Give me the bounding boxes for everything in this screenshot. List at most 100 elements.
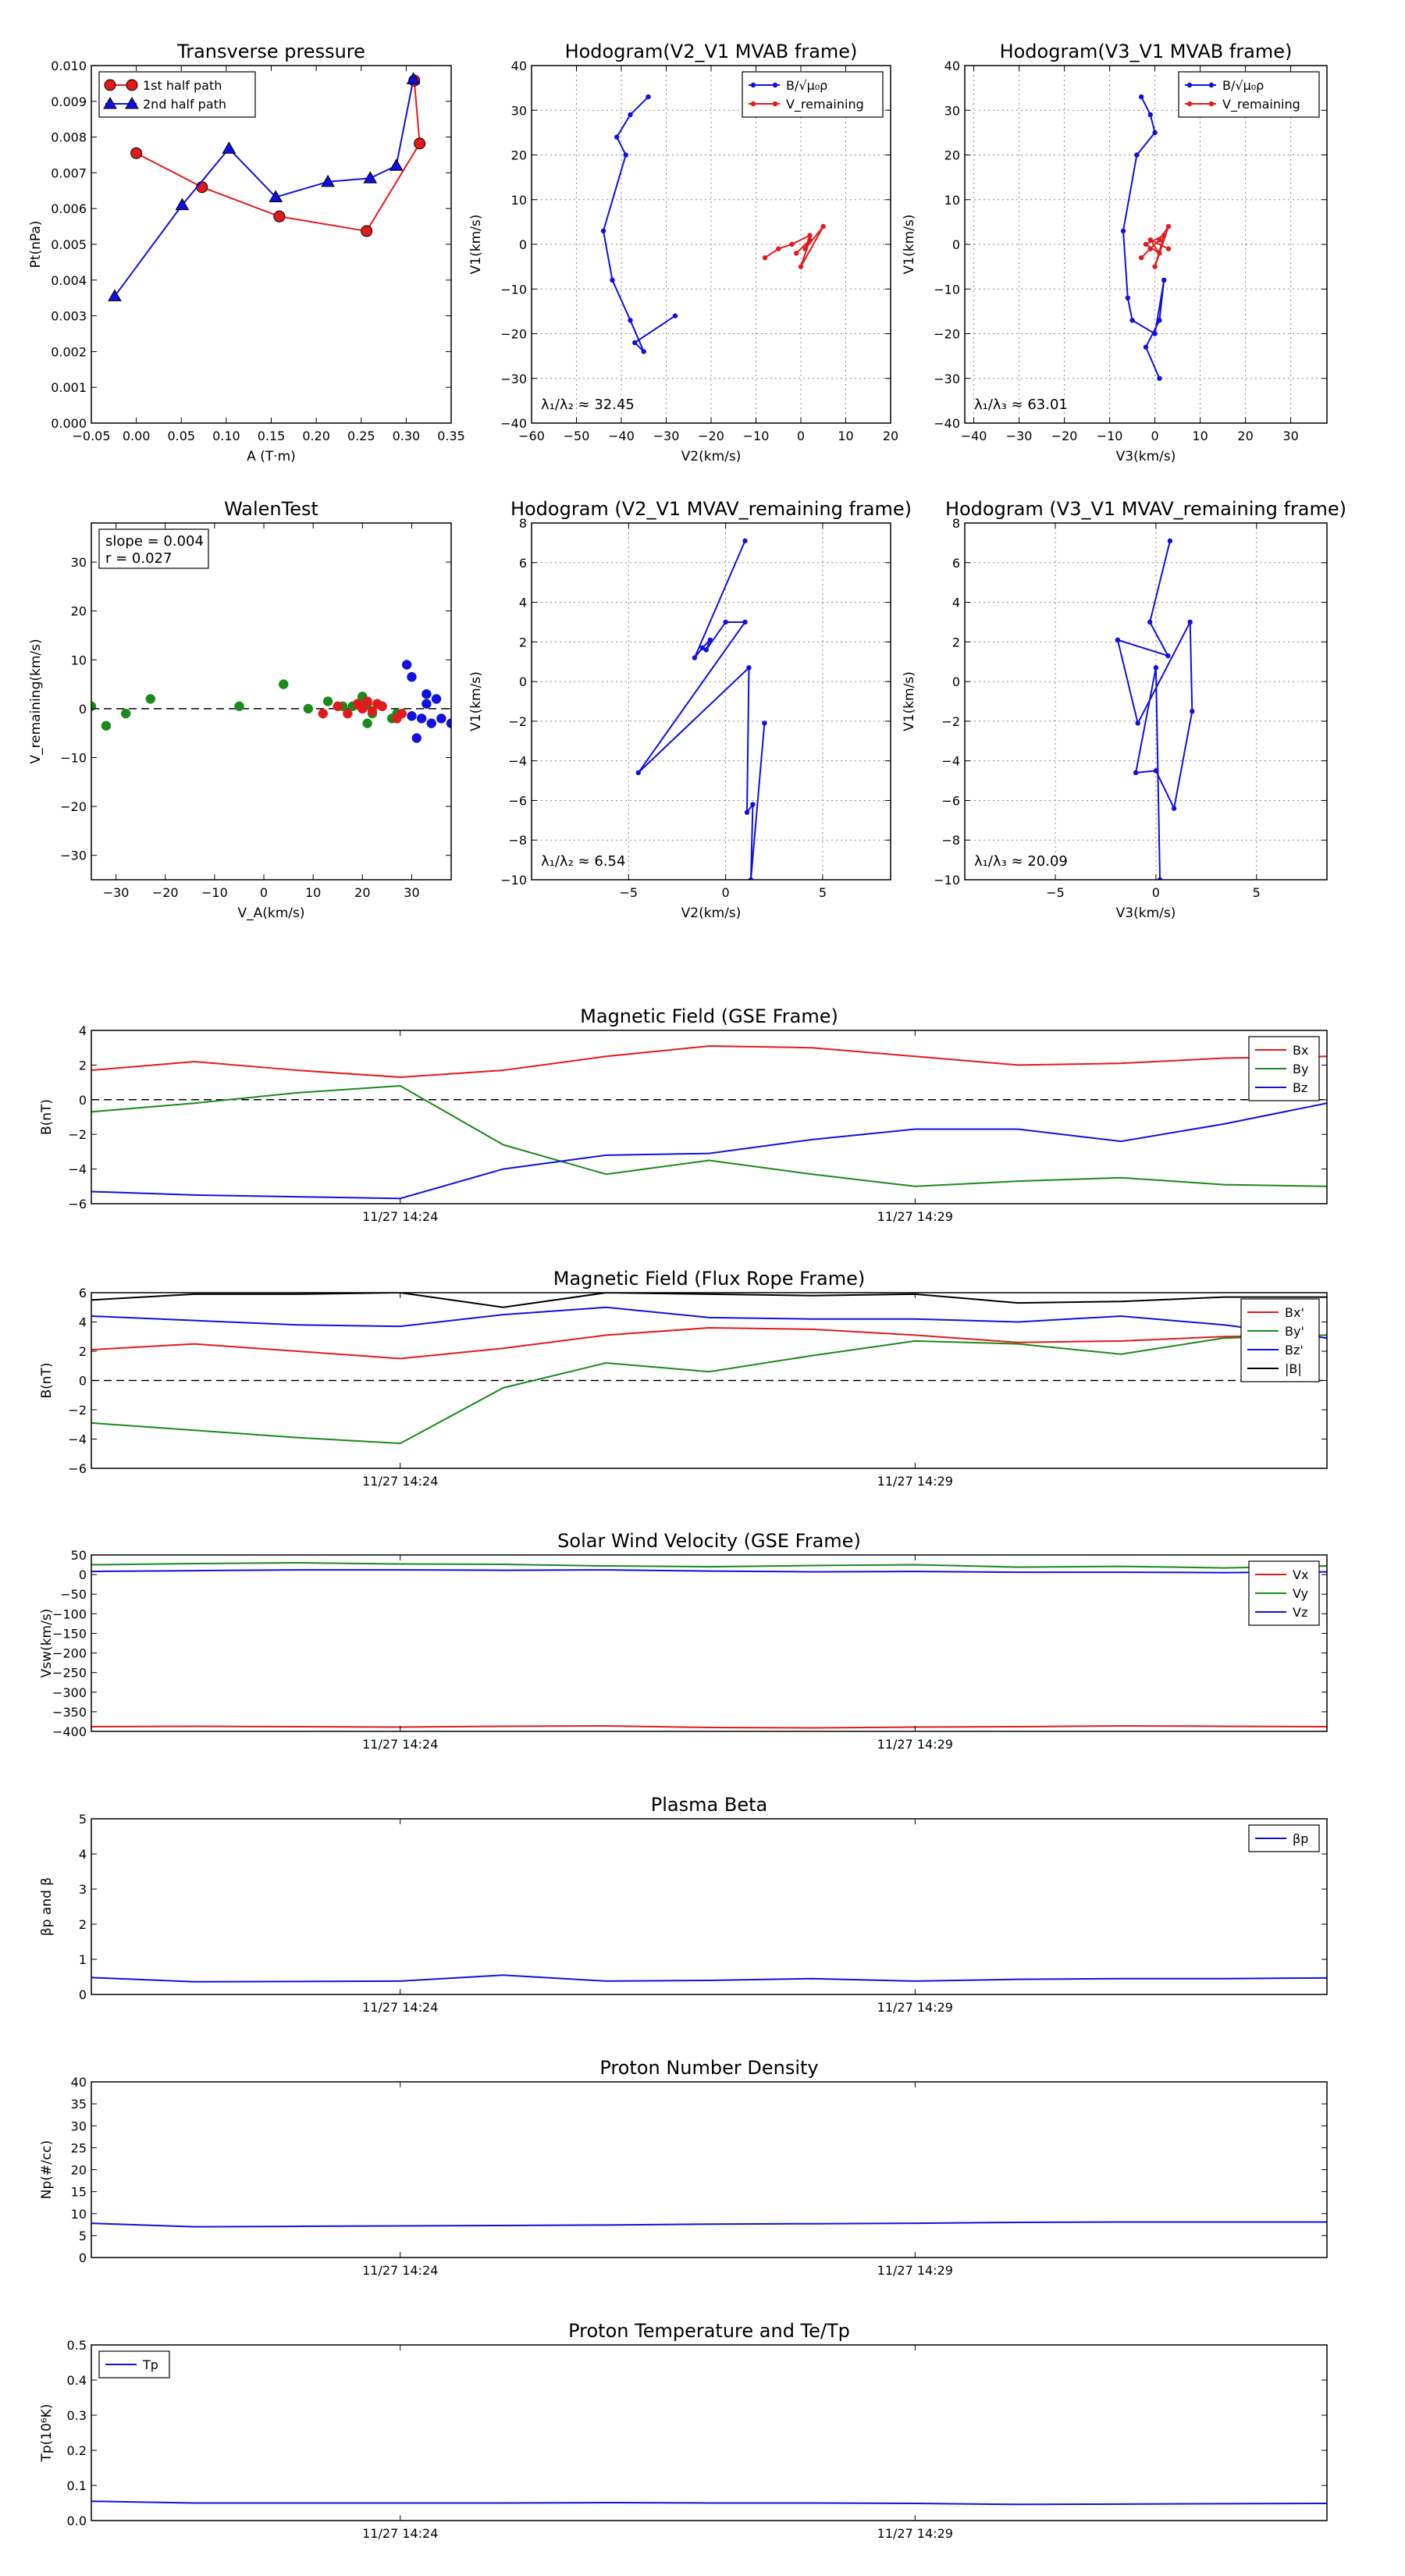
data-point bbox=[1165, 223, 1172, 229]
y-tick-label: 40 bbox=[944, 59, 960, 73]
x-tick-label: 0.25 bbox=[347, 429, 375, 443]
x-tick-label: −30 bbox=[103, 885, 130, 900]
data-point bbox=[1157, 877, 1163, 880]
y-tick-label: 0.004 bbox=[51, 273, 87, 288]
data-point bbox=[101, 720, 112, 731]
data-point bbox=[1135, 720, 1140, 726]
x-tick-label: 11/27 14:24 bbox=[362, 1737, 438, 1752]
plot-frame bbox=[964, 522, 1328, 881]
y-tick-label: −20 bbox=[934, 327, 960, 342]
data-point bbox=[614, 134, 620, 140]
data-point bbox=[196, 181, 208, 194]
chart-title: Proton Temperature and Te/Tp bbox=[568, 2320, 850, 2342]
x-tick-label: 0 bbox=[1151, 429, 1159, 443]
data-point bbox=[1134, 152, 1140, 158]
series-line bbox=[91, 1293, 1327, 1308]
y-tick-label: 0.010 bbox=[51, 59, 87, 73]
y-tick-label: 0 bbox=[79, 2250, 87, 2265]
chart-hodogram-v3-v1-mvab: −40 −30 −20 −10 0 10 20 30 40 −40 −30 −20 −10 0 10 20 30… bbox=[902, 41, 1328, 464]
y-tick-label: −10 bbox=[500, 873, 527, 888]
x-tick-label: 0 bbox=[797, 429, 805, 443]
chart-title: Hodogram(V3_V1 MVAB frame) bbox=[1000, 41, 1293, 62]
y-tick-label: −350 bbox=[52, 1705, 87, 1720]
data-point bbox=[1143, 344, 1149, 350]
x-tick-label: −0.05 bbox=[72, 429, 110, 443]
legend-label: B/√μ₀ρ bbox=[1222, 78, 1264, 93]
data-point bbox=[322, 696, 333, 706]
chart-b-gse: −6 −4 −2 0 2 4 11/27 14:24 11/27 14:29 Magnetic … bbox=[39, 1005, 1328, 1224]
y-tick-label: −2 bbox=[941, 714, 960, 729]
x-tick-label: 10 bbox=[1192, 429, 1208, 443]
x-tick-label: −10 bbox=[743, 429, 770, 443]
data-point bbox=[646, 94, 651, 100]
y-tick-label: −400 bbox=[52, 1724, 87, 1739]
data-point bbox=[1165, 653, 1171, 659]
data-point bbox=[744, 809, 750, 815]
y-axis-label: B(nT) bbox=[39, 1099, 55, 1135]
data-point bbox=[362, 718, 372, 728]
legend-marker bbox=[1186, 82, 1193, 88]
x-tick-label: 0.20 bbox=[302, 429, 330, 443]
data-point bbox=[361, 225, 373, 237]
data-point bbox=[407, 711, 417, 721]
y-tick-label: −10 bbox=[934, 282, 960, 297]
chart-title: WalenTest bbox=[224, 498, 318, 520]
y-tick-label: 2 bbox=[79, 1058, 87, 1073]
data-point bbox=[692, 655, 698, 660]
y-tick-label: 20 bbox=[71, 2163, 87, 2178]
y-tick-label: −100 bbox=[52, 1606, 87, 1621]
data-point bbox=[108, 289, 122, 301]
y-tick-label: 30 bbox=[944, 103, 960, 118]
y-tick-label: 0.006 bbox=[51, 201, 87, 216]
data-point bbox=[422, 699, 432, 709]
data-point bbox=[1139, 254, 1144, 261]
series-line bbox=[764, 226, 824, 268]
y-tick-label: 0.000 bbox=[51, 416, 87, 431]
x-axis-label: V2(km/s) bbox=[681, 906, 742, 921]
plot-area bbox=[91, 1044, 1327, 1200]
y-tick-label: 40 bbox=[511, 59, 527, 73]
y-tick-label: 4 bbox=[519, 596, 527, 610]
data-point bbox=[750, 802, 756, 807]
data-point bbox=[798, 264, 804, 269]
y-tick-label: 0 bbox=[519, 674, 527, 689]
y-tick-label: −6 bbox=[508, 793, 527, 808]
x-axis-label: V_A(km/s) bbox=[237, 906, 304, 921]
legend-label: B/√μ₀ρ bbox=[786, 78, 827, 93]
plot-frame bbox=[91, 2344, 1328, 2521]
y-tick-label: −10 bbox=[60, 750, 87, 765]
y-tick-label: 30 bbox=[71, 555, 87, 570]
x-tick-label: −50 bbox=[564, 429, 590, 443]
x-tick-label: 11/27 14:24 bbox=[362, 2000, 438, 2015]
data-point bbox=[363, 171, 378, 183]
data-point bbox=[406, 72, 421, 84]
plot-frame bbox=[91, 65, 452, 424]
data-point bbox=[1143, 241, 1149, 247]
series-line bbox=[91, 1306, 1327, 1340]
y-tick-label: 8 bbox=[519, 516, 527, 531]
y-tick-label: −2 bbox=[508, 714, 527, 729]
x-tick-label: 20 bbox=[354, 885, 370, 900]
data-point bbox=[807, 237, 813, 243]
data-point bbox=[1153, 768, 1159, 774]
legend-label: Bx' bbox=[1285, 1305, 1304, 1320]
x-tick-label: 11/27 14:24 bbox=[362, 1209, 438, 1224]
y-axis-label: Pt(nPa) bbox=[28, 221, 44, 269]
plot-frame bbox=[91, 1030, 1328, 1204]
data-point bbox=[748, 877, 754, 880]
legend-label: By bbox=[1293, 1062, 1308, 1076]
y-tick-label: −4 bbox=[941, 754, 960, 769]
x-tick-label: 11/27 14:29 bbox=[877, 2263, 953, 2278]
x-tick-label: 0 bbox=[1152, 885, 1160, 900]
legend-marker bbox=[1208, 82, 1215, 88]
y-tick-label: −8 bbox=[508, 833, 527, 848]
chart-b-flux-rope: −6 −4 −2 0 2 4 6 11/27 14:24 11/27 14:29 Magnetic… bbox=[39, 1268, 1328, 1489]
y-tick-label: 30 bbox=[511, 103, 527, 118]
x-tick-label: −20 bbox=[1051, 429, 1078, 443]
x-tick-label: 11/27 14:29 bbox=[877, 2000, 953, 2015]
y-tick-label: −150 bbox=[52, 1626, 87, 1641]
y-tick-label: −4 bbox=[68, 1432, 87, 1447]
chart-title: Hodogram(V2_V1 MVAB frame) bbox=[565, 41, 858, 62]
legend-label: 2nd half path bbox=[143, 97, 226, 112]
